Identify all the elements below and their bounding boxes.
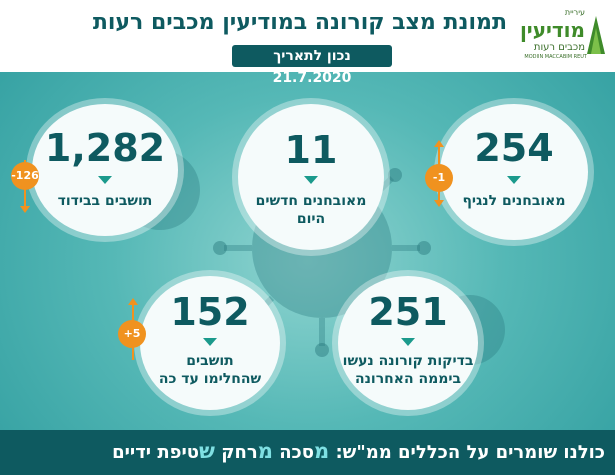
stat-circle-tests: 251 בדיקות קורונה נעשו ביממה האחרונה xyxy=(338,276,478,410)
footer-distance-rest: רחק xyxy=(221,442,258,463)
stat-label-diagnosed: מאובחנים לנגיף xyxy=(462,193,566,209)
city-logo: עיריית מודיעין מכבים רעות MODIIN MACCABI… xyxy=(515,6,607,64)
stat-circle-recovered: 152 תושבים שהחלימו עד כה xyxy=(140,276,280,410)
arrow-up-icon xyxy=(128,298,138,305)
footer-hygiene-letter: ש xyxy=(199,439,215,463)
down-triangle-icon xyxy=(304,176,318,184)
header-bar: תמונת מצב קורונה במודיעין מכבים רעות נכו… xyxy=(0,0,615,86)
change-badge-isolation: -126 xyxy=(11,162,39,190)
stat-label-new-today-line1: מאובחנים חדשים xyxy=(255,193,367,209)
stat-label-isolation: תושבים בבידוד xyxy=(57,193,153,209)
stat-label-tests-line1: בדיקות קורונה נעשו xyxy=(342,353,474,369)
footer-distance-letter: מ xyxy=(257,439,273,463)
stat-label-new-today-line2: היום xyxy=(296,211,326,227)
change-badge-diagnosed: -1 xyxy=(425,164,453,192)
stat-label-recovered-line2: שהחלימו עד כה xyxy=(158,371,262,387)
logo-city-subname: מכבים רעות xyxy=(533,42,585,53)
page-title: תמונת מצב קורונה במודיעין מכבים רעות xyxy=(92,10,507,35)
logo-city-name: מודיעין xyxy=(519,18,585,42)
footer-mask-rest: סכה xyxy=(279,442,314,463)
stat-circle-new-today: 11 מאובחנים חדשים היום xyxy=(238,104,384,250)
stat-value-recovered: 152 xyxy=(170,290,250,334)
logo-emblem-icon xyxy=(587,16,605,54)
stat-label-recovered-line1: תושבים xyxy=(186,353,234,369)
footer-prefix: כולנו שומרים על הכללים ממ"ש: xyxy=(335,442,605,463)
arrow-up-icon xyxy=(434,140,444,147)
stat-circle-isolation: 1,282 תושבים בבידוד xyxy=(32,104,178,236)
arrow-down-icon xyxy=(20,206,30,213)
down-triangle-icon xyxy=(507,176,521,184)
stat-value-isolation: 1,282 xyxy=(44,126,166,170)
down-triangle-icon xyxy=(203,338,217,346)
stat-label-tests-line2: ביממה האחרונה xyxy=(354,371,462,387)
footer-banner: כולנו שומרים על הכללים ממ"ש: מסכה מרחק ש… xyxy=(0,430,615,475)
stat-value-diagnosed: 254 xyxy=(474,126,554,170)
logo-english-name: MODIIN MACCABIM REUT xyxy=(524,54,587,60)
arrow-down-icon xyxy=(434,200,444,207)
stat-value-new-today: 11 xyxy=(284,128,338,172)
stat-value-tests: 251 xyxy=(368,290,448,334)
change-badge-recovered: +5 xyxy=(118,320,146,348)
footer-slogan: כולנו שומרים על הכללים ממ"ש: מסכה מרחק ש… xyxy=(112,439,605,463)
logo-municipality-text: עיריית xyxy=(564,8,585,17)
date-badge: נכון לתאריך 21.7.2020 xyxy=(232,45,392,86)
footer-mask-letter: מ xyxy=(313,439,330,463)
footer-hygiene-rest: טיפת ידיים xyxy=(112,442,200,463)
down-triangle-icon xyxy=(98,176,112,184)
stat-circle-diagnosed: 254 מאובחנים לנגיף xyxy=(440,104,588,240)
down-triangle-icon xyxy=(401,338,415,346)
